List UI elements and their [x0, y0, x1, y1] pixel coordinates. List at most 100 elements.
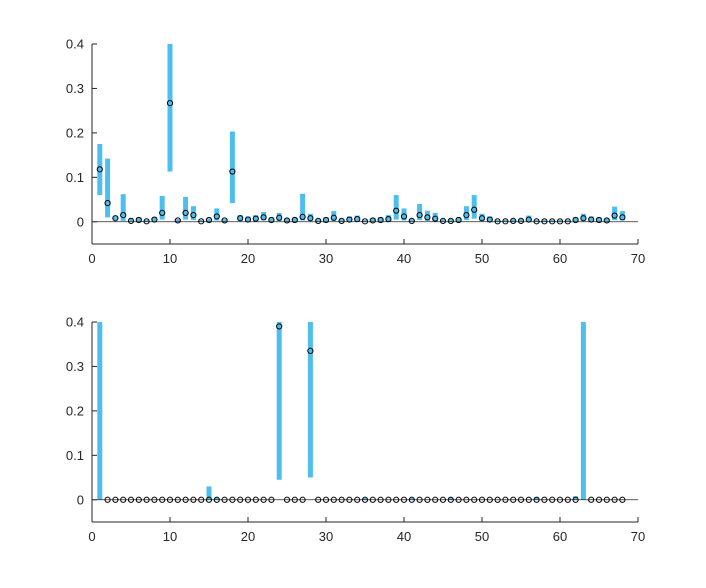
data-point: [276, 323, 283, 330]
data-point: [190, 496, 197, 503]
x-tick-label: 40: [397, 251, 411, 266]
x-tick-label: 40: [397, 529, 411, 544]
x-tick-label: 70: [631, 251, 645, 266]
data-point: [205, 216, 213, 224]
data-point: [564, 496, 571, 503]
data-point: [252, 496, 259, 503]
data-point: [525, 496, 532, 503]
data-point: [510, 496, 517, 503]
x-tick-label: 0: [88, 251, 95, 266]
x-tick-label: 30: [319, 251, 333, 266]
data-point: [439, 217, 447, 224]
data-point: [361, 496, 369, 503]
data-point: [432, 215, 439, 222]
data-point: [182, 209, 189, 216]
data-point: [198, 496, 205, 503]
data-point: [385, 216, 392, 223]
data-point: [471, 206, 478, 213]
y-tick-label: 0.4: [66, 315, 84, 330]
data-point: [432, 496, 439, 503]
data-point: [135, 496, 142, 503]
data-point: [315, 496, 322, 503]
data-point: [556, 218, 564, 225]
data-point: [221, 217, 228, 224]
data-point: [237, 215, 244, 222]
data-point: [330, 214, 337, 221]
data-point: [510, 217, 517, 224]
data-point: [244, 216, 252, 223]
data-point: [603, 217, 610, 224]
x-tick-label: 50: [475, 529, 489, 544]
data-point: [541, 496, 548, 503]
data-point: [213, 213, 220, 220]
data-point: [486, 496, 493, 503]
data-point: [221, 496, 228, 503]
data-point: [603, 496, 610, 503]
data-point: [463, 212, 470, 219]
data-point: [276, 214, 283, 221]
data-point: [377, 216, 384, 224]
data-point: [588, 496, 595, 503]
data-point: [283, 217, 291, 224]
data-point: [463, 496, 470, 503]
data-point: [471, 496, 478, 503]
data-point: [611, 212, 618, 219]
data-point: [556, 496, 564, 503]
data-point: [447, 217, 454, 224]
x-tick-label: 60: [553, 251, 567, 266]
data-point: [338, 217, 345, 224]
data-point: [400, 496, 408, 503]
data-point: [408, 217, 415, 224]
data-point: [322, 216, 330, 224]
data-point: [112, 496, 119, 503]
data-point: [541, 218, 548, 225]
data-point: [385, 496, 392, 503]
data-point: [354, 496, 361, 503]
data-point: [533, 218, 540, 225]
data-point: [588, 216, 595, 223]
data-point: [120, 496, 127, 503]
y-tick-label: 0.1: [66, 448, 84, 463]
x-tick-label: 50: [475, 251, 489, 266]
data-point: [244, 496, 252, 503]
x-tick-label: 20: [241, 251, 255, 266]
data-point: [502, 218, 509, 225]
data-point: [205, 496, 213, 503]
data-point: [439, 496, 447, 503]
data-point: [260, 214, 267, 221]
data-point: [393, 496, 400, 503]
data-point: [424, 496, 431, 503]
top-plot-panel: 0 10 20 30 40 50 60 70 0 0.1 0.2 0.3 0.4: [66, 37, 645, 267]
data-point: [494, 496, 501, 503]
data-point: [283, 496, 291, 503]
data-point: [455, 496, 462, 503]
data-point: [159, 496, 166, 503]
data-point: [416, 212, 423, 219]
data-point: [517, 217, 525, 224]
data-point: [346, 496, 353, 503]
data-point: [338, 496, 345, 503]
data-point: [400, 213, 408, 220]
data-point: [198, 218, 205, 225]
data-point: [549, 218, 556, 225]
data-point: [369, 496, 376, 503]
data-point: [377, 496, 384, 503]
data-point: [127, 217, 135, 224]
data-point: [408, 496, 415, 503]
data-point: [424, 214, 431, 221]
data-point: [315, 217, 322, 224]
data-point: [229, 168, 236, 175]
data-point: [393, 207, 400, 214]
data-point: [229, 496, 236, 503]
data-point: [486, 216, 493, 223]
data-point: [369, 217, 376, 224]
data-point: [502, 496, 509, 503]
data-point: [260, 496, 267, 503]
data-point: [96, 166, 103, 173]
data-point: [549, 496, 556, 503]
data-point: [354, 216, 361, 223]
data-point: [611, 496, 618, 503]
data-point: [330, 496, 337, 503]
data-point: [478, 215, 486, 222]
